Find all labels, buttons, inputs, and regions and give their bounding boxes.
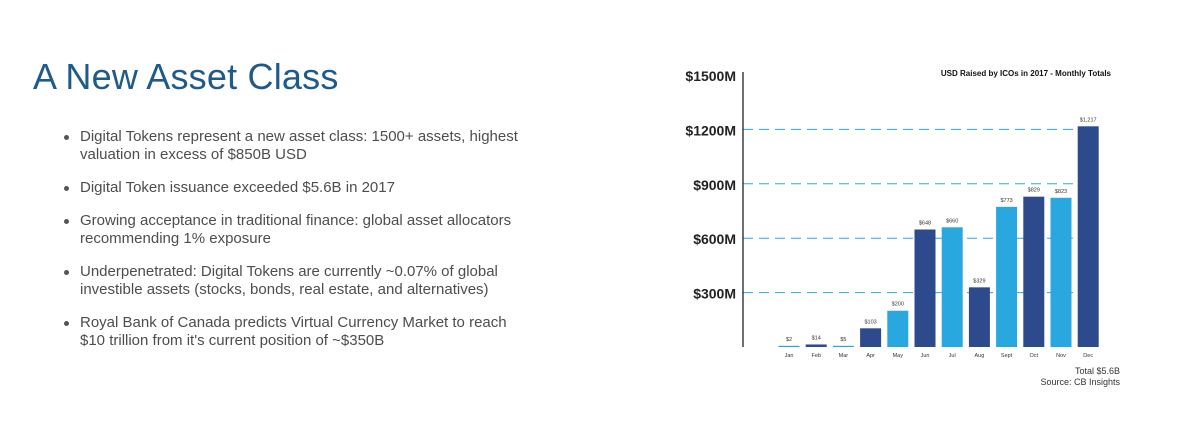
bar-value-label: $660	[946, 218, 958, 224]
bar-value-label: $1,217	[1080, 117, 1097, 123]
bar-feb	[805, 344, 827, 347]
x-tick-label: Jun	[921, 353, 930, 359]
y-tick-label: $900M	[693, 177, 736, 193]
x-tick-label: Apr	[866, 353, 875, 359]
bar-jan	[778, 345, 800, 347]
bar-value-label: $14	[812, 335, 821, 341]
x-tick-label: Oct	[1030, 353, 1039, 359]
bullet-item: Digital Tokens represent a new asset cla…	[62, 128, 532, 164]
bar-aug	[968, 287, 990, 347]
bar-oct	[1023, 196, 1045, 347]
bullet-item: Underpenetrated: Digital Tokens are curr…	[62, 263, 532, 299]
x-tick-label: Aug	[975, 353, 985, 359]
bar-jun	[914, 229, 936, 347]
bar-may	[887, 310, 909, 347]
bullet-item: Growing acceptance in traditional financ…	[62, 212, 532, 248]
x-tick-label: Mar	[839, 353, 849, 359]
bar-nov	[1050, 197, 1072, 347]
bullet-item: Royal Bank of Canada predicts Virtual Cu…	[62, 314, 532, 350]
y-tick-label: $600M	[693, 231, 736, 247]
bar-value-label: $200	[892, 302, 904, 308]
x-tick-label: Jul	[949, 353, 956, 359]
y-tick-label: $1200M	[685, 122, 736, 138]
ico-bar-chart: USD Raised by ICOs in 2017 - Monthly Tot…	[685, 68, 1112, 359]
x-tick-label: Jan	[785, 353, 794, 359]
bar-sept	[996, 206, 1018, 347]
chart-source-note: Source: CB Insights	[1040, 377, 1120, 387]
bar-value-label: $823	[1055, 189, 1067, 195]
bar-value-label: $103	[864, 319, 876, 325]
x-tick-label: Nov	[1056, 353, 1066, 359]
x-tick-label: Dec	[1083, 353, 1093, 359]
x-tick-label: Sept	[1001, 353, 1013, 359]
x-tick-label: Feb	[811, 353, 820, 359]
bar-value-label: $5	[840, 337, 846, 343]
bar-value-label: $829	[1028, 188, 1040, 194]
chart-total-note: Total $5.6B	[1074, 366, 1120, 376]
bar-value-label: $648	[919, 220, 931, 226]
bar-jul	[941, 227, 963, 347]
x-tick-label: May	[893, 353, 904, 359]
chart-title: USD Raised by ICOs in 2017 - Monthly Tot…	[941, 69, 1112, 78]
bullet-list: Digital Tokens represent a new asset cla…	[62, 128, 532, 365]
bar-value-label: $2	[786, 337, 792, 343]
slide-title: A New Asset Class	[33, 56, 339, 97]
bar-value-label: $329	[973, 278, 985, 284]
bar-dec	[1077, 126, 1099, 347]
y-tick-label: $1500M	[685, 68, 736, 84]
bar-mar	[832, 345, 854, 347]
y-tick-label: $300M	[693, 286, 736, 302]
bar-apr	[860, 328, 882, 347]
bar-value-label: $773	[1000, 198, 1012, 204]
bullet-item: Digital Token issuance exceeded $5.6B in…	[62, 179, 532, 197]
